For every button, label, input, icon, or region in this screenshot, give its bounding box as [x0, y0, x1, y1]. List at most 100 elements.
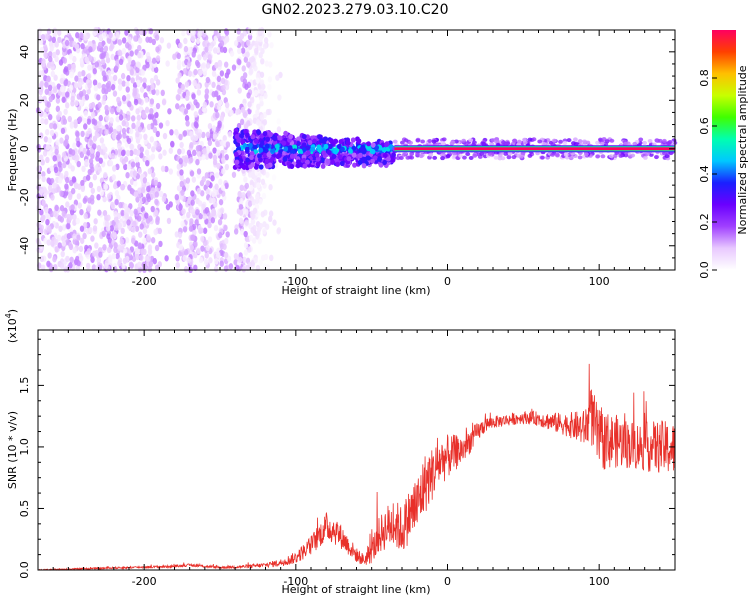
spectrogram-cell: [316, 144, 322, 150]
spectrogram-cell: [96, 193, 101, 201]
spectrogram-cell: [59, 262, 65, 269]
spectrogram-cell: [239, 133, 244, 139]
spectrogram-cell: [330, 159, 335, 165]
spectrogram-cell: [268, 215, 273, 223]
spectrogram-cell: [189, 142, 194, 149]
spectrogram-cell: [126, 163, 132, 170]
spectrogram-cell: [137, 215, 142, 222]
spectrogram-cell: [253, 256, 258, 264]
spectrogram-cell: [258, 52, 263, 59]
spectrogram-cell: [58, 225, 63, 232]
spectrogram-cell: [632, 141, 638, 146]
spectrogram-cell: [177, 72, 182, 79]
spectrogram-cell: [511, 138, 517, 143]
spectrogram-cell: [131, 226, 136, 233]
spectrogram-cell: [283, 130, 289, 136]
spectrogram-cell: [220, 184, 226, 191]
spectrogram-cell: [169, 129, 174, 136]
spectrogram-cell: [472, 153, 478, 158]
spectrogram-cell: [70, 165, 75, 172]
spectrogram-cell: [314, 152, 320, 158]
spectrogram-cell: [102, 94, 107, 101]
spectrogram-cell: [72, 41, 77, 48]
colorbar-tick-label: 0.8: [698, 69, 711, 87]
spectrogram-cell: [103, 171, 108, 179]
spectrogram-cell: [270, 147, 276, 153]
spectrogram-cell: [204, 93, 209, 100]
spectrogram-cell: [111, 34, 117, 42]
spectrogram-cell: [101, 51, 107, 58]
spectrogram-cell: [255, 193, 260, 200]
spectrogram-cell: [91, 111, 96, 119]
spectrogram-cell: [45, 143, 51, 151]
spectrogram-cell: [224, 101, 230, 109]
spectrogram-cell: [87, 40, 93, 48]
spectrogram-cell: [132, 170, 138, 177]
spectrogram-cell: [205, 145, 211, 153]
spectrogram-cell: [224, 182, 229, 190]
spectrogram-cell: [57, 124, 63, 131]
spectrogram-cell: [238, 209, 244, 216]
spectrogram-cell: [38, 38, 44, 46]
spectrogram-cell: [135, 161, 140, 168]
spectrogram-cell: [119, 238, 125, 245]
spectrogram-cell: [262, 119, 268, 126]
spectrogram-cell: [98, 251, 103, 258]
spectrogram-cell: [82, 232, 87, 240]
snr-frame: [37, 329, 676, 571]
spectrogram-x-tick-label: 0: [444, 275, 451, 288]
spectrogram-cell: [281, 140, 287, 146]
spectrogram-cell: [135, 108, 140, 115]
spectrogram-cell: [409, 151, 415, 156]
spectrogram-cell: [121, 127, 127, 135]
spectrogram-cell: [41, 60, 46, 68]
spectrogram-cell: [142, 237, 147, 244]
spectrogram-cell: [197, 132, 202, 139]
spectrogram-cell: [428, 152, 434, 157]
spectrogram-cell: [205, 131, 211, 139]
spectrogram-cell: [38, 70, 43, 77]
spectrogram-cell: [132, 82, 138, 89]
spectrogram-x-axis-label: Height of straight line (km): [281, 284, 430, 297]
spectrogram-cell: [374, 145, 379, 151]
spectrogram-cell: [89, 162, 94, 169]
spectrogram-x-tick-label: -200: [132, 275, 157, 288]
spectrogram-cell: [440, 156, 445, 161]
spectrogram-cell: [38, 95, 43, 103]
spectrogram-cell: [150, 171, 156, 178]
spectrogram-cell: [68, 53, 74, 60]
spectrogram-cell: [494, 139, 499, 144]
spectrogram-cell: [95, 125, 100, 133]
spectrogram-cell: [80, 130, 85, 138]
spectrogram-cell: [77, 71, 82, 78]
spectrogram-cell: [84, 56, 89, 64]
spectrogram-cell: [92, 79, 98, 86]
spectrogram-cell: [153, 74, 159, 82]
spectrogram-cell: [323, 143, 329, 150]
spectrogram-cell: [497, 153, 503, 158]
spectrogram-cell: [177, 88, 182, 95]
spectrogram-cell: [432, 155, 438, 160]
spectrogram-cell: [223, 224, 228, 232]
spectrogram-cell: [48, 50, 53, 58]
spectrogram-cell: [120, 209, 125, 217]
spectrogram-cell: [265, 108, 271, 116]
spectrogram-cell: [249, 68, 254, 75]
spectrogram-cell: [135, 253, 140, 261]
spectrogram-cell: [121, 158, 126, 166]
spectrogram-cell: [59, 137, 64, 144]
spectrogram-cell: [127, 55, 132, 63]
colorbar-gradient: [712, 30, 736, 270]
carrier-line: [394, 147, 675, 151]
spectrogram-cell: [268, 210, 274, 217]
spectrogram-cell: [219, 46, 225, 53]
spectrogram-cell: [196, 187, 202, 195]
spectrogram-cell: [63, 79, 68, 87]
spectrogram-cell: [149, 107, 154, 115]
spectrogram-cell: [57, 29, 62, 36]
spectrogram-cell: [136, 61, 142, 69]
spectrogram-cell: [461, 138, 467, 143]
spectrogram-cell: [260, 140, 265, 146]
spectrogram-cell: [120, 149, 126, 157]
spectrogram-cell: [212, 47, 218, 54]
